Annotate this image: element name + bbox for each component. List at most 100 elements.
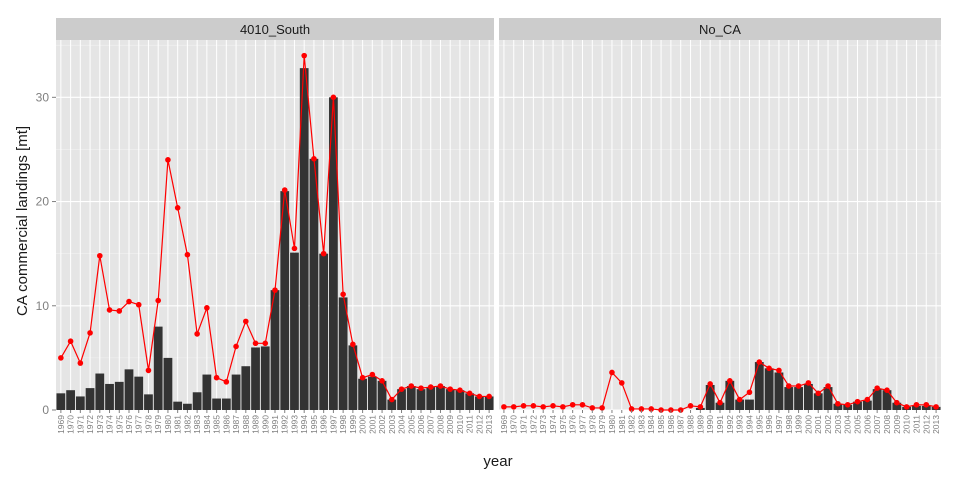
bar — [803, 383, 813, 410]
x-tick-label: 2005 — [406, 415, 416, 434]
line-point — [825, 383, 831, 389]
bar — [309, 158, 319, 410]
x-tick-label: 2009 — [892, 415, 902, 434]
line-point — [272, 287, 278, 293]
bar — [853, 401, 862, 410]
x-tick-label: 2003 — [387, 415, 397, 434]
bar — [833, 403, 843, 410]
line-point — [301, 52, 308, 59]
line-point — [466, 390, 473, 397]
x-tick-label: 1977 — [134, 415, 144, 434]
bar — [212, 398, 221, 410]
x-tick-label: 2006 — [416, 415, 426, 434]
bar — [231, 374, 241, 410]
line-point — [340, 291, 346, 298]
bar — [912, 405, 921, 410]
line-point — [418, 385, 424, 391]
x-tick-label: 1986 — [221, 415, 231, 434]
x-tick-label: 1985 — [656, 415, 666, 434]
line-point — [707, 381, 713, 387]
x-tick-label: 1993 — [289, 415, 299, 434]
line-point — [223, 379, 230, 385]
x-tick-label: 1990 — [705, 415, 715, 434]
bar — [192, 392, 202, 410]
bar — [416, 389, 426, 410]
line-point — [766, 365, 772, 372]
line-point — [457, 387, 463, 393]
bar — [163, 357, 173, 410]
x-tick-label: 1996 — [319, 415, 329, 434]
line-point — [864, 396, 871, 403]
line-point — [379, 378, 385, 384]
x-tick-label: 1981 — [617, 415, 627, 434]
x-tick-label: 1980 — [607, 415, 617, 434]
bar — [202, 374, 212, 410]
x-tick-label: 1999 — [794, 415, 804, 434]
bar — [280, 191, 290, 410]
x-tick-label: 1978 — [587, 415, 597, 434]
x-tick-label: 1985 — [212, 415, 222, 434]
bar — [144, 394, 153, 410]
x-tick-label: 1994 — [299, 415, 309, 434]
panel-strip — [56, 18, 494, 40]
x-tick-label: 2001 — [813, 415, 823, 434]
line-point — [97, 252, 103, 259]
line-point — [874, 385, 880, 391]
bar — [921, 405, 931, 410]
x-tick-label: 1989 — [251, 415, 261, 434]
line-point — [589, 405, 596, 411]
line-point — [569, 401, 576, 408]
x-tick-label: 2010 — [455, 415, 465, 434]
x-tick-label: 1984 — [202, 415, 212, 434]
x-tick-label: 1970 — [509, 415, 519, 434]
bar — [445, 389, 455, 410]
bar — [813, 393, 823, 410]
line-point — [350, 341, 356, 348]
bar — [774, 372, 784, 410]
bar — [124, 369, 134, 410]
line-point — [727, 378, 733, 384]
x-tick-label: 2000 — [358, 415, 368, 434]
x-tick-label: 1992 — [725, 415, 735, 434]
x-tick-label: 1987 — [231, 415, 241, 434]
bar — [66, 390, 75, 410]
line-point — [854, 398, 861, 405]
line-point — [736, 396, 743, 403]
line-point — [291, 245, 298, 252]
bar — [270, 290, 280, 410]
line-point — [77, 360, 84, 366]
x-tick-label: 1996 — [764, 415, 774, 434]
line-point — [155, 297, 161, 304]
x-tick-label: 2005 — [853, 415, 863, 434]
bar — [114, 381, 124, 410]
x-tick-label: 1971 — [75, 415, 85, 434]
line-point — [330, 94, 337, 101]
x-tick-label: 1983 — [192, 415, 202, 434]
line-point — [638, 406, 645, 412]
line-point — [923, 401, 930, 408]
x-tick-label: 1988 — [686, 415, 696, 434]
x-tick-label: 2003 — [833, 415, 843, 434]
line-point — [398, 386, 405, 392]
bar — [85, 388, 95, 410]
x-tick-label: 1978 — [143, 415, 153, 434]
x-axis-title: year — [483, 453, 512, 470]
bar — [735, 399, 745, 410]
bar — [455, 390, 465, 410]
line-point — [520, 403, 527, 409]
x-tick-label: 1995 — [309, 415, 319, 434]
x-tick-label: 2011 — [465, 415, 475, 434]
x-tick-label: 1997 — [774, 415, 784, 434]
y-tick-label: 10 — [36, 299, 50, 313]
line-point — [579, 401, 586, 408]
line-point — [795, 383, 802, 389]
bar — [56, 393, 66, 410]
line-point — [785, 383, 792, 389]
bar — [794, 387, 803, 410]
x-tick-label: 1990 — [260, 415, 270, 434]
x-tick-label: 1976 — [124, 415, 134, 434]
line-point — [609, 369, 615, 376]
x-tick-label: 2007 — [872, 415, 882, 434]
bar — [745, 399, 754, 410]
